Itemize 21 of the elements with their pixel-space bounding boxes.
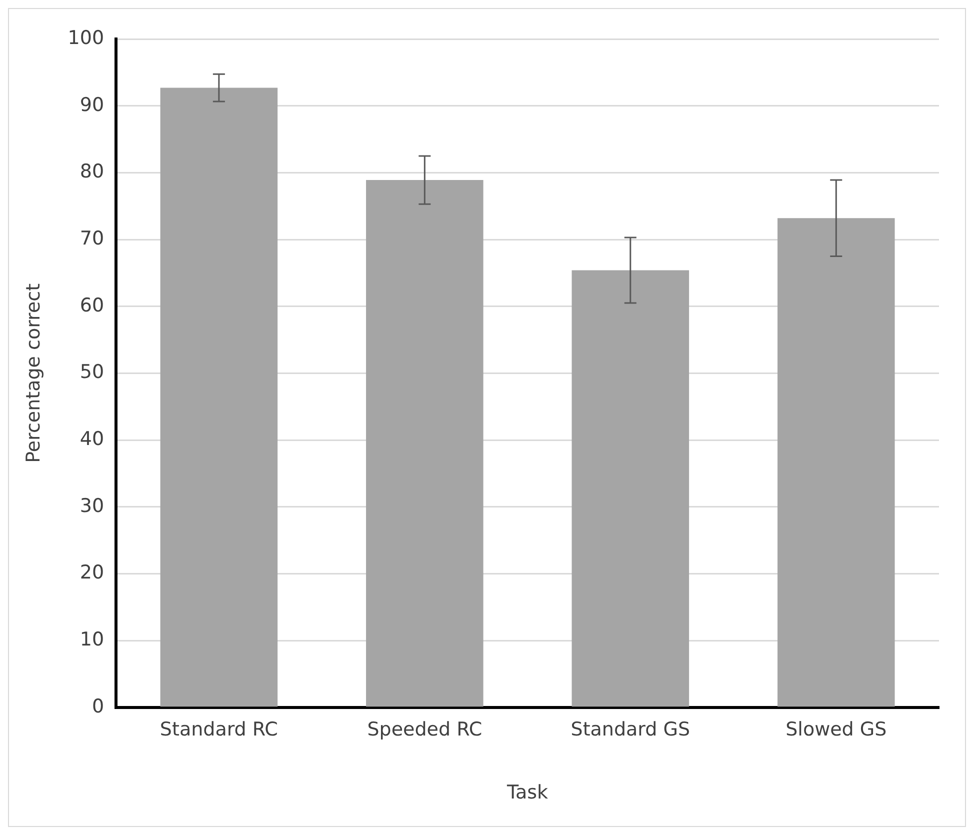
x-tick-label: Standard GS (570, 718, 690, 741)
y-tick-label: 30 (80, 494, 104, 517)
y-tick-label: 20 (80, 562, 104, 584)
x-tick-label: Standard RC (160, 718, 278, 741)
bar (366, 180, 484, 707)
y-tick-label: 90 (80, 94, 104, 116)
y-tick-label: 40 (80, 428, 104, 450)
y-tick-label: 100 (68, 26, 104, 49)
x-axis-title: Task (506, 782, 548, 804)
y-tick-label: 60 (80, 294, 104, 316)
y-tick-label: 50 (80, 361, 104, 384)
x-tick-label: Slowed GS (786, 718, 887, 741)
y-tick-label: 0 (92, 695, 104, 718)
bar (778, 218, 895, 707)
y-tick-label: 10 (80, 628, 104, 650)
y-tick-label: 70 (80, 227, 104, 250)
y-axis-title: Percentage correct (22, 283, 44, 463)
x-tick-label: Speeded RC (367, 718, 482, 741)
y-tick-label: 80 (80, 160, 104, 183)
bar (160, 88, 278, 707)
bar (572, 270, 690, 707)
